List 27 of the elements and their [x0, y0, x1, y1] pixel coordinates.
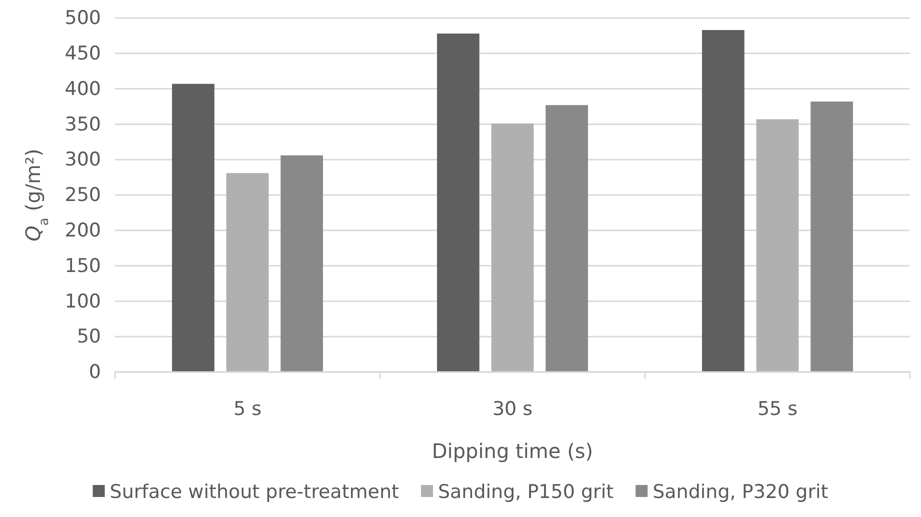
bar	[437, 34, 480, 372]
bar	[226, 173, 269, 372]
x-tick-label: 55 s	[757, 398, 798, 420]
bar	[280, 155, 323, 372]
x-tick-label: 30 s	[492, 398, 533, 420]
y-tick-label: 400	[64, 78, 101, 100]
legend-label: Sanding, P320 grit	[652, 481, 828, 503]
y-tick-label: 250	[64, 184, 101, 206]
bar	[756, 119, 799, 372]
y-tick-label: 200	[64, 219, 101, 242]
bar	[702, 30, 744, 372]
y-tick-label: 50	[76, 326, 101, 348]
y-tick-label: 450	[64, 42, 101, 64]
bar	[810, 102, 853, 372]
bar	[491, 123, 534, 372]
y-tick-label: 100	[64, 290, 101, 312]
y-tick-label: 500	[64, 7, 101, 30]
y-tick-label: 350	[64, 113, 101, 136]
legend-label: Sanding, P150 grit	[438, 481, 614, 503]
y-tick-label: 300	[64, 148, 101, 171]
y-tick-label: 0	[88, 361, 101, 384]
x-tick-label: 5 s	[233, 398, 262, 420]
bar	[172, 84, 214, 372]
y-tick-label: 150	[64, 254, 101, 277]
legend-label: Surface without pre-treatment	[110, 481, 399, 503]
x-axis-title: Dipping time (s)	[432, 439, 594, 463]
bar	[546, 105, 588, 372]
